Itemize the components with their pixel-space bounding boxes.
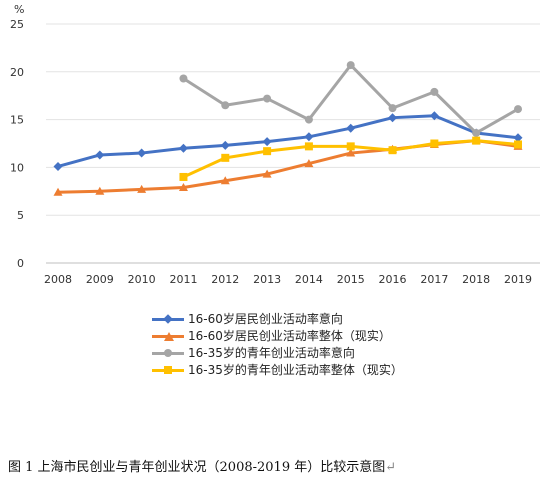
legend-item: 16-35岁的青年创业活动率意向 [152,344,403,361]
legend-item: 16-35岁的青年创业活动率整体（现实） [152,361,403,378]
x-tick-label: 2008 [44,273,72,286]
y-axis-unit: % [14,3,24,16]
data-point [221,153,230,162]
data-point [179,74,188,83]
x-tick-label: 2014 [295,273,323,286]
y-tick-label: 25 [10,18,24,31]
data-point [220,176,230,185]
data-point [137,184,147,193]
data-point [263,94,272,103]
x-tick-label: 2019 [504,273,532,286]
data-point [513,133,523,143]
x-tick-label: 2016 [379,273,407,286]
return-mark: ↵ [385,460,397,475]
data-point [346,123,356,133]
legend-swatch [152,365,184,375]
data-point [472,128,481,137]
data-point [262,137,272,147]
data-point [221,101,230,110]
data-point [304,132,314,142]
y-tick-label: 15 [10,114,24,127]
data-point [388,146,397,155]
data-point [53,187,63,196]
y-tick-label: 0 [17,257,24,270]
data-point [304,159,314,168]
data-point [53,161,63,171]
data-point [514,105,522,114]
caption-text: 图 1 上海市民创业与青年创业状况（2008-2019 年）比较示意图 [8,460,386,475]
data-point [388,113,398,123]
legend-item: 16-60岁居民创业活动率整体（现实） [152,327,403,344]
data-point [346,61,355,70]
data-point [178,182,188,191]
data-point [430,139,439,148]
x-tick-label: 2015 [337,273,365,286]
series-line [57,114,519,168]
data-point [304,142,313,151]
data-point [514,140,522,149]
data-point [429,111,439,121]
series-line [182,63,519,135]
series-3 [179,61,522,137]
legend: 16-60岁居民创业活动率意向 16-60岁居民创业活动率整体（现实） 16-35岁… [152,310,403,378]
data-point [179,172,188,181]
legend-swatch [152,348,184,358]
data-point [472,136,481,145]
y-tick-label: 20 [10,66,24,79]
x-tick-label: 2012 [211,273,239,286]
x-tick-label: 2017 [420,273,448,286]
data-point [304,115,313,124]
series-group [53,61,523,196]
x-tick-label: 2009 [86,273,114,286]
data-point [346,142,355,151]
data-point [137,148,147,158]
data-point [430,87,439,96]
legend-label: 16-35岁的青年创业活动率意向 [188,346,355,360]
data-point [263,147,272,156]
x-tick-label: 2018 [462,273,490,286]
legend-label: 16-35岁的青年创业活动率整体（现实） [188,363,403,377]
legend-item: 16-60岁居民创业活动率意向 [152,310,403,327]
y-tick-label: 10 [10,161,24,174]
x-tick-label: 2013 [253,273,281,286]
x-axis-ticks: 2008 2009 2010 2011 2012 2013 2014 2015 2016 2017… [44,273,532,286]
line-chart: % 0 5 10 15 20 25 2008 2009 2010 2011 2012 2013 201… [10,3,540,286]
legend-swatch [152,313,184,324]
data-point [262,169,272,178]
legend-label: 16-60岁居民创业活动率意向 [188,312,343,326]
series-2 [53,136,523,196]
data-point [95,150,105,160]
gridlines [46,23,540,264]
x-tick-label: 2010 [128,273,156,286]
data-point [346,148,356,157]
data-point [95,186,105,195]
x-tick-label: 2011 [169,273,197,286]
data-point [388,104,397,113]
figure-caption: 图 1 上海市民创业与青年创业状况（2008-2019 年）比较示意图↵ [8,456,538,475]
y-tick-label: 5 [17,209,24,222]
data-point [178,143,188,153]
series-4 [179,136,522,181]
data-point [220,140,230,150]
legend-label: 16-60岁居民创业活动率整体（现实） [188,329,391,343]
legend-swatch [152,331,184,341]
y-axis-ticks: 0 5 10 15 20 25 [10,18,24,270]
